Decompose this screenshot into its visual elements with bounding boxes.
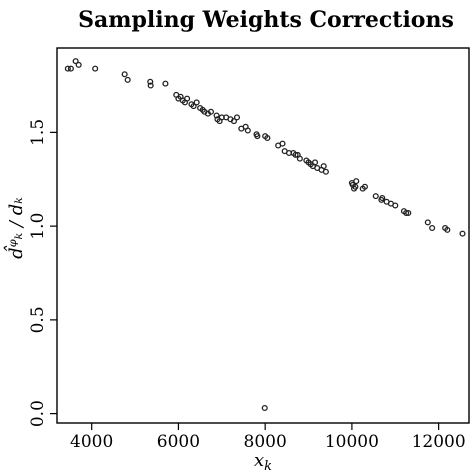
data-point [254,133,261,140]
data-point [353,178,360,185]
data-point [405,209,412,217]
data-point [184,95,191,102]
data-point [311,159,319,166]
data-point [233,114,241,121]
data-point [230,118,237,125]
data-point [361,183,368,190]
data-point [207,108,215,115]
y-tick-label: 1.0 [28,213,48,240]
chart-title: Sampling Weights Corrections [78,7,454,33]
data-point [193,99,200,106]
data-point [322,168,329,175]
x-axis-label: x [254,450,264,471]
y-tick-label: 0.5 [28,306,48,333]
x-axis-title: xk [254,450,272,474]
y-axis: 0.0 0.5 1.0 1.5 [28,119,57,427]
data-point [72,58,79,65]
y-tick-label: 0.0 [28,400,48,427]
plot-frame [56,47,470,424]
data-point [162,80,169,87]
data-point [147,78,154,85]
x-tick-label: 6000 [157,432,200,452]
data-point [264,134,271,142]
data-point [121,71,128,78]
data-point [64,65,71,72]
data-point [92,65,99,72]
svg-text:xk: xk [254,450,272,474]
x-axis-label-subscript: k [264,459,272,474]
x-tick-label: 4000 [70,432,113,452]
y-axis-label: d̂ᵠₖ / dₖ [2,197,27,259]
data-point [352,183,359,190]
data-point [296,155,303,162]
x-axis: 4000 6000 8000 10000 12000 [70,423,466,452]
data-point [279,140,286,147]
data-point [292,151,299,158]
data-point [190,103,197,110]
x-tick-label: 8000 [244,432,287,452]
data-point [75,61,82,68]
data-point [379,194,386,202]
data-point [67,65,74,72]
data-point [244,127,251,134]
data-point [124,76,131,83]
data-point [392,202,399,209]
data-point [429,224,436,232]
x-tick-label: 10000 [325,432,379,452]
data-point [372,193,379,200]
data-point [403,209,410,217]
x-tick-label: 12000 [412,432,466,452]
data-point [261,404,268,412]
data-point [459,230,466,237]
data-points [64,58,466,412]
data-point [444,226,451,233]
data-point [320,163,327,170]
y-tick-label: 1.5 [28,119,48,146]
data-point [147,82,154,89]
data-point [213,112,220,119]
data-point [424,219,431,226]
